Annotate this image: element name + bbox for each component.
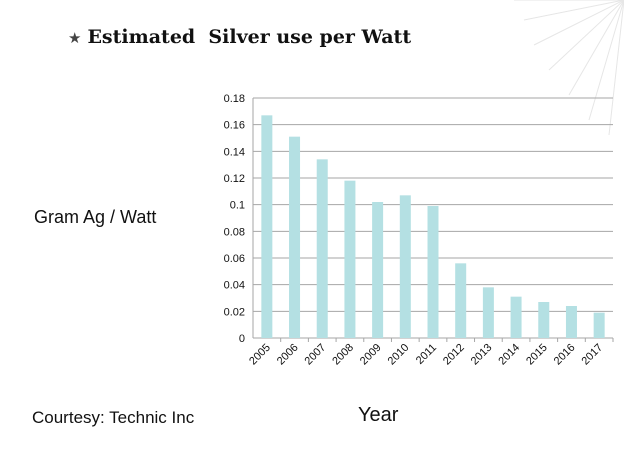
- y-tick-label: 0.16: [224, 120, 245, 132]
- bar-2016: [565, 306, 577, 338]
- x-tick-label: 2014: [496, 342, 522, 368]
- bar-2013: [482, 287, 494, 338]
- x-tick-label: 2011: [414, 342, 439, 367]
- x-tick-label: 2016: [552, 342, 578, 368]
- bar-2012: [455, 263, 467, 338]
- x-tick-label: 2008: [330, 342, 356, 368]
- bar-2008: [344, 180, 356, 338]
- y-axis-label: Gram Ag / Watt: [34, 207, 157, 227]
- bar-2007: [316, 159, 328, 338]
- courtesy-credit: Courtesy: Technic Inc: [32, 408, 195, 427]
- y-tick-label: 0.14: [224, 146, 245, 158]
- x-tick-label: 2012: [441, 342, 467, 368]
- x-tick-label: 2009: [358, 342, 384, 368]
- bar-2017: [593, 312, 605, 338]
- y-tick-label: 0.12: [224, 173, 245, 185]
- x-tick-label: 2010: [386, 342, 412, 368]
- x-tick-label: 2007: [303, 342, 329, 368]
- y-tick-label: 0: [239, 333, 245, 345]
- y-tick-label: 0.02: [224, 306, 245, 318]
- bar-2005: [261, 115, 273, 338]
- x-tick-label: 2017: [579, 342, 605, 368]
- y-tick-label: 0.04: [224, 280, 245, 292]
- x-tick-label: 2015: [524, 342, 550, 368]
- bar-2010: [399, 195, 411, 338]
- y-tick-label: 0.06: [224, 253, 245, 265]
- bar-2006: [289, 136, 301, 338]
- slide-title: Estimated Silver use per Watt: [87, 26, 412, 48]
- slide-header: ★ Estimated Silver use per Watt: [68, 26, 411, 48]
- y-tick-label: 0.1: [230, 200, 245, 212]
- x-tick-label: 2006: [275, 342, 301, 368]
- bar-2015: [538, 302, 550, 338]
- x-tick-label: 2013: [469, 342, 495, 368]
- bar-2014: [510, 296, 522, 338]
- bar-2009: [372, 202, 384, 338]
- star-icon: ★: [68, 29, 82, 47]
- y-tick-label: 0.18: [224, 93, 245, 105]
- decorative-burst: [514, 0, 624, 136]
- bar-2011: [427, 206, 439, 338]
- y-tick-label: 0.08: [224, 226, 245, 238]
- x-tick-label: 2005: [247, 342, 273, 368]
- x-axis-label: Year: [358, 404, 399, 426]
